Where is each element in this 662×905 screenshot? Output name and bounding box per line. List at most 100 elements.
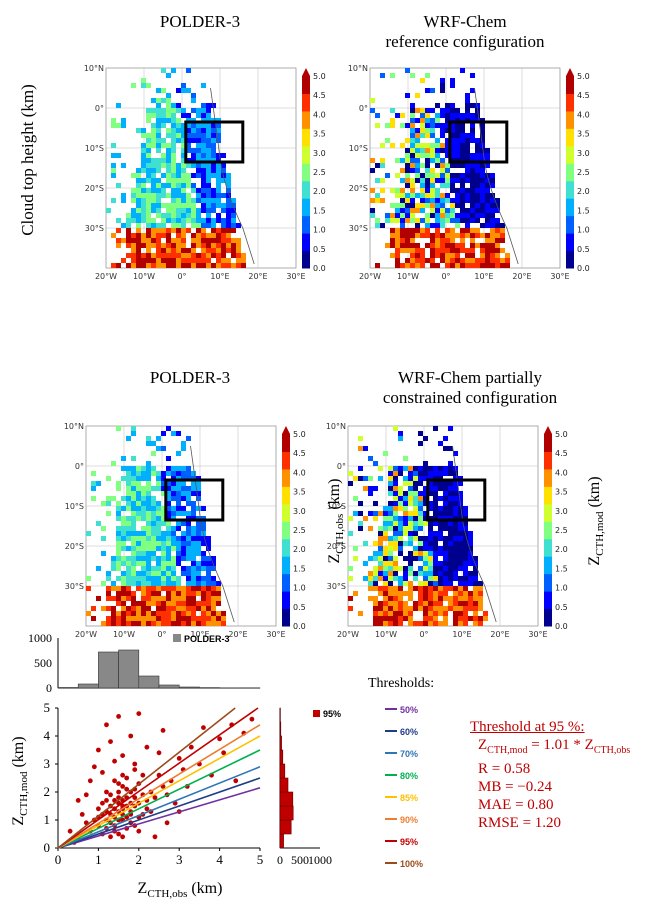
map-cell	[86, 586, 91, 591]
map-cell	[423, 586, 428, 591]
map-cell	[156, 228, 161, 233]
map-cell	[420, 118, 425, 123]
map-cell	[161, 546, 166, 551]
map-cell	[211, 581, 216, 586]
map-cell	[181, 148, 186, 153]
map-cell	[418, 551, 423, 556]
map-cell	[161, 243, 166, 248]
map-cell	[211, 153, 216, 158]
map-cell	[181, 491, 186, 496]
map-cell	[131, 253, 136, 258]
map-cell	[126, 571, 131, 576]
map-cell	[141, 128, 146, 133]
map-cell	[121, 163, 126, 168]
map-cell	[176, 123, 181, 128]
map-cell	[211, 223, 216, 228]
map-cell	[463, 611, 468, 616]
map-cell	[413, 531, 418, 536]
map-cell	[400, 213, 405, 218]
map-cell	[428, 556, 433, 561]
map-cell	[156, 168, 161, 173]
map-cell	[201, 596, 206, 601]
map-cell	[161, 611, 166, 616]
map-cell	[116, 616, 121, 621]
marginal-top-tick: 0	[46, 681, 52, 695]
map-cell	[470, 213, 475, 218]
map-cell	[216, 238, 221, 243]
map-cell	[433, 621, 438, 626]
map-cell	[400, 248, 405, 253]
map-lat-tick: 10°S	[65, 502, 84, 511]
map-cell	[390, 213, 395, 218]
map-cell	[420, 143, 425, 148]
map-cell	[141, 611, 146, 616]
map-cell	[231, 243, 236, 248]
marginal-top-bar	[118, 649, 140, 689]
map-cell	[211, 566, 216, 571]
map-cell	[485, 203, 490, 208]
map-cell	[161, 481, 166, 486]
map-cell	[425, 173, 430, 178]
map-cell	[410, 203, 415, 208]
map-cell	[428, 551, 433, 556]
map-lon-tick: 10°W	[375, 630, 397, 639]
map-cell	[408, 566, 413, 571]
map-cell	[430, 263, 435, 268]
map-cell	[126, 486, 131, 491]
map-cell	[470, 103, 475, 108]
map-cell	[146, 571, 151, 576]
map-cell	[418, 606, 423, 611]
map-cell	[453, 611, 458, 616]
map-cell	[448, 596, 453, 601]
map-cell	[131, 596, 136, 601]
map-cell	[465, 208, 470, 213]
map-cell	[415, 128, 420, 133]
map-cell	[405, 198, 410, 203]
map-cell	[211, 253, 216, 258]
map-cell	[191, 98, 196, 103]
map-cell	[398, 471, 403, 476]
map-cell	[131, 218, 136, 223]
map-cell	[465, 108, 470, 113]
panel-d-title: WRF-Chem partially constrained configura…	[382, 368, 558, 407]
map-cell	[420, 108, 425, 113]
map-cell	[146, 441, 151, 446]
map-cell	[201, 108, 206, 113]
scatter-point	[96, 747, 101, 753]
map-cell	[453, 491, 458, 496]
map-cell	[468, 581, 473, 586]
map-cell	[480, 223, 485, 228]
map-cell	[490, 243, 495, 248]
map-cell	[171, 606, 176, 611]
map-cell	[166, 93, 171, 98]
map-cell	[171, 431, 176, 436]
map-cell	[196, 218, 201, 223]
map-cell	[201, 566, 206, 571]
colorbar-segment	[302, 250, 310, 269]
map-cell	[423, 496, 428, 501]
map-cell	[126, 238, 131, 243]
map-cell	[206, 148, 211, 153]
map-cell	[156, 133, 161, 138]
map-cell	[398, 601, 403, 606]
map-cell	[490, 203, 495, 208]
marginal-right-tick: 500	[291, 853, 309, 867]
scatter-point	[144, 744, 150, 750]
map-cell	[438, 526, 443, 531]
map-cell	[201, 188, 206, 193]
panel-a-title: POLDER-3	[159, 12, 241, 31]
map-cell	[480, 163, 485, 168]
map-cell	[413, 571, 418, 576]
map-cell	[181, 88, 186, 93]
map-cell	[450, 138, 455, 143]
map-cell	[435, 233, 440, 238]
map-cell	[470, 183, 475, 188]
map-cell	[171, 103, 176, 108]
map-cell	[141, 198, 146, 203]
map-cell	[201, 606, 206, 611]
map-cell	[131, 521, 136, 526]
map-cell	[176, 228, 181, 233]
threshold-legend-line	[385, 708, 397, 711]
map-cell	[236, 253, 241, 258]
map-cell	[370, 168, 375, 173]
